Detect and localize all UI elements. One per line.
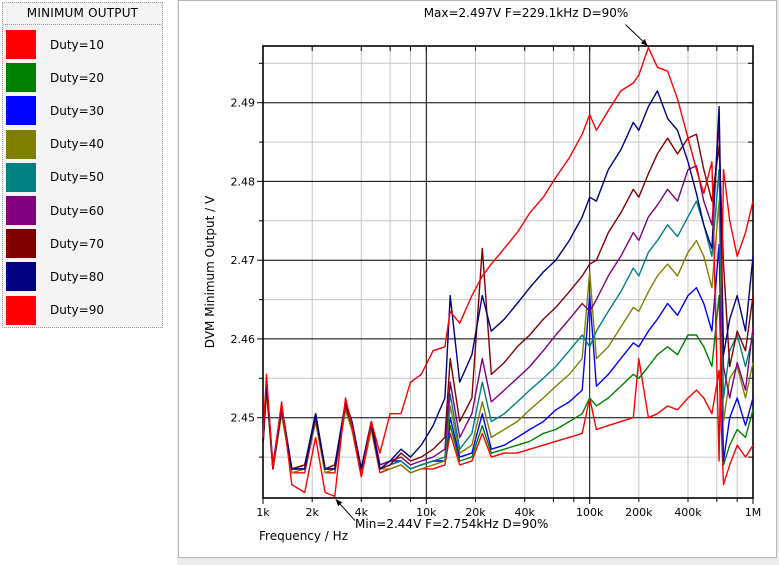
x-tick-labels: 1k 10k 100k 1M 2k 4k 20k 40k 200k 400k <box>256 506 761 519</box>
svg-text:4k: 4k <box>355 506 369 519</box>
left-column: MINIMUM OUTPUT Duty=10 Duty=20 Duty=30 Duty… <box>0 0 177 565</box>
series-line-duty-40 <box>262 200 754 474</box>
svg-text:1M: 1M <box>745 506 762 519</box>
legend-item[interactable]: Duty=10 <box>3 28 162 61</box>
svg-text:2.49: 2.49 <box>231 97 256 110</box>
legend-item[interactable]: Duty=30 <box>3 94 162 127</box>
legend-swatch <box>6 30 36 60</box>
svg-text:1k: 1k <box>256 506 270 519</box>
max-annotation: Max=2.497V F=229.1kHz D=90% <box>423 6 629 20</box>
legend-item-label: Duty=80 <box>50 269 104 284</box>
legend-swatch <box>6 295 36 325</box>
legend-item-label: Duty=30 <box>50 103 104 118</box>
legend-item[interactable]: Duty=20 <box>3 61 162 94</box>
series-line-duty-70 <box>262 133 754 470</box>
svg-text:2.48: 2.48 <box>231 175 256 188</box>
legend-item-label: Duty=20 <box>50 70 104 85</box>
legend-swatch <box>6 63 36 93</box>
legend-items: Duty=10 Duty=20 Duty=30 Duty=40 Duty=50 Duty=… <box>3 25 162 327</box>
y-axis-title: DVM Minimum Output / V <box>203 195 217 349</box>
legend-item[interactable]: Duty=60 <box>3 194 162 227</box>
grid-minor <box>263 46 753 498</box>
legend-swatch <box>6 129 36 159</box>
series-line-duty-90 <box>262 46 754 498</box>
svg-text:2.46: 2.46 <box>231 333 256 346</box>
series-line-duty-60 <box>262 121 754 470</box>
legend-swatch <box>6 196 36 226</box>
svg-text:2.45: 2.45 <box>231 412 256 425</box>
series-line-duty-30 <box>262 243 754 470</box>
legend-item[interactable]: Duty=40 <box>3 128 162 161</box>
legend-swatch <box>6 162 36 192</box>
svg-text:100k: 100k <box>576 506 604 519</box>
legend-item[interactable]: Duty=90 <box>3 294 162 327</box>
svg-text:20k: 20k <box>465 506 486 519</box>
y-tick-labels: 2.45 2.46 2.47 2.48 2.49 <box>231 97 256 425</box>
legend-swatch <box>6 96 36 126</box>
series-line-duty-10 <box>262 357 754 486</box>
svg-text:400k: 400k <box>674 506 702 519</box>
annotation-arrows <box>335 24 648 521</box>
svg-text:2.47: 2.47 <box>231 254 256 267</box>
legend-swatch <box>6 229 36 259</box>
legend-item[interactable]: Duty=70 <box>3 227 162 260</box>
plot-frame <box>262 45 754 499</box>
svg-text:200k: 200k <box>625 506 653 519</box>
series-line-duty-80 <box>262 90 754 470</box>
legend-panel: MINIMUM OUTPUT Duty=10 Duty=20 Duty=30 Duty… <box>2 2 163 328</box>
series-lines <box>262 46 754 498</box>
svg-text:40k: 40k <box>515 506 536 519</box>
legend-item-label: Duty=50 <box>50 170 104 185</box>
series-line-duty-50 <box>262 168 754 470</box>
x-axis-title: Frequency / Hz <box>259 529 348 543</box>
svg-text:2k: 2k <box>306 506 320 519</box>
legend-item-label: Duty=70 <box>50 236 104 251</box>
svg-text:10k: 10k <box>416 506 437 519</box>
legend-item-label: Duty=90 <box>50 303 104 318</box>
axis-ticks <box>257 46 754 504</box>
legend-swatch <box>6 262 36 292</box>
legend-item-label: Duty=60 <box>50 203 104 218</box>
legend-title: MINIMUM OUTPUT <box>3 3 162 25</box>
chart-panel: 1k 10k 100k 1M 2k 4k 20k 40k 200k 400k 2.45 2.46 2.4… <box>178 0 777 558</box>
legend-item[interactable]: Duty=80 <box>3 260 162 293</box>
min-annotation: Min=2.44V F=2.754kHz D=90% <box>355 517 549 531</box>
legend-item-label: Duty=40 <box>50 137 104 152</box>
legend-item-label: Duty=10 <box>50 37 104 52</box>
legend-item[interactable]: Duty=50 <box>3 161 162 194</box>
